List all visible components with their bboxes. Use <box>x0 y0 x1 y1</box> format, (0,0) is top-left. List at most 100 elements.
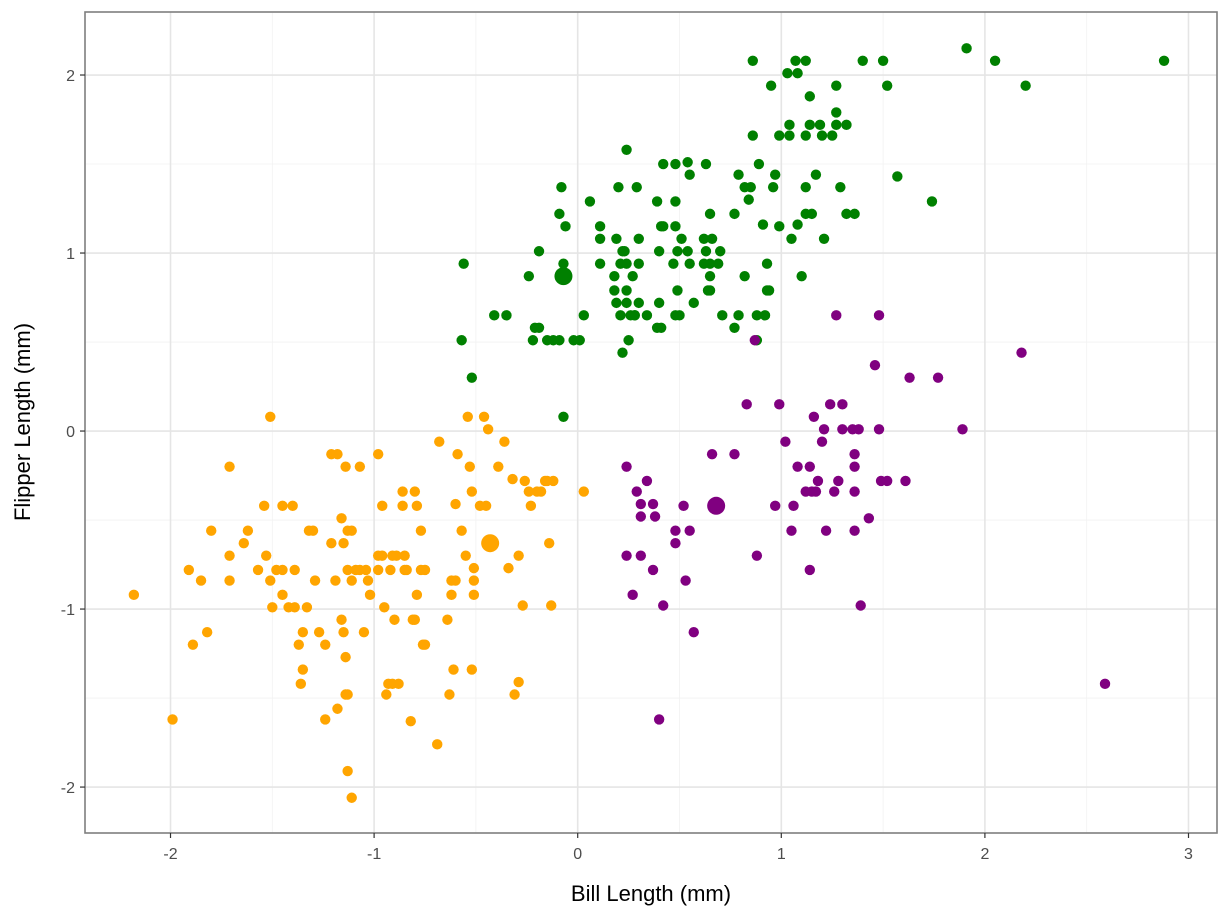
data-point-cluster-orange <box>468 562 480 574</box>
data-point-cluster-orange <box>385 564 396 576</box>
data-point-cluster-orange <box>358 627 370 638</box>
data-point-cluster-purple <box>680 575 691 586</box>
data-point-cluster-purple <box>1099 678 1111 690</box>
data-point-cluster-orange <box>326 537 337 549</box>
data-point-cluster-orange <box>336 614 347 625</box>
data-point-cluster-green <box>615 310 626 321</box>
data-point-cluster-purple <box>818 424 830 435</box>
data-point-cluster-green <box>651 196 663 207</box>
data-point-cluster-green <box>684 258 695 269</box>
data-point-cluster-orange <box>548 475 559 487</box>
data-point-cluster-purple <box>831 310 842 321</box>
data-point-cluster-orange <box>295 678 307 690</box>
data-point-cluster-green <box>672 246 683 257</box>
data-point-cluster-green <box>621 258 632 269</box>
data-point-cluster-purple <box>688 627 699 638</box>
data-point-cluster-purple <box>869 359 881 371</box>
data-point-cluster-green <box>621 144 632 155</box>
data-point-cluster-green <box>688 297 699 309</box>
data-point-cluster-green <box>558 411 569 423</box>
data-point-cluster-purple <box>684 525 695 536</box>
data-point-cluster-orange <box>261 550 272 561</box>
data-point-cluster-green <box>792 219 803 230</box>
data-point-cluster-green <box>700 246 712 257</box>
data-point-cluster-green <box>578 310 590 321</box>
data-point-cluster-green <box>523 270 535 282</box>
data-point-cluster-green <box>800 55 811 66</box>
data-point-cluster-purple <box>627 589 638 601</box>
data-point-cluster-green <box>682 157 693 168</box>
data-point-cluster-orange <box>482 424 494 435</box>
data-point-cluster-green <box>489 310 500 321</box>
data-point-cluster-purple <box>863 513 875 524</box>
data-point-cluster-green <box>796 270 807 282</box>
data-point-cluster-purple <box>804 564 816 576</box>
data-point-cluster-green <box>729 322 740 333</box>
data-point-cluster-green <box>458 258 469 269</box>
data-point-cluster-orange <box>313 627 325 638</box>
data-point-cluster-orange <box>460 550 471 561</box>
data-point-cluster-orange <box>289 564 300 576</box>
data-point-cluster-orange <box>535 486 547 497</box>
data-point-cluster-orange <box>297 627 309 638</box>
data-point-cluster-orange <box>320 639 331 650</box>
data-point-cluster-green <box>533 246 545 257</box>
data-point-cluster-orange <box>450 498 461 510</box>
data-point-cluster-green <box>761 258 773 269</box>
data-point-cluster-orange <box>128 589 140 601</box>
data-point-cluster-green <box>611 233 622 244</box>
data-point-cluster-green <box>629 310 640 321</box>
data-point-cluster-orange <box>509 689 520 700</box>
data-point-cluster-green <box>466 372 478 383</box>
data-point-cluster-green <box>627 270 638 282</box>
data-point-cluster-green <box>633 297 644 309</box>
data-point-cluster-purple <box>631 486 642 497</box>
data-point-cluster-orange <box>503 562 514 574</box>
data-point-cluster-green <box>818 233 830 244</box>
data-point-cluster-orange <box>446 589 457 601</box>
data-point-cluster-purple <box>957 424 968 435</box>
data-point-cluster-green <box>682 246 693 257</box>
data-point-cluster-purple <box>741 399 752 410</box>
data-point-cluster-green <box>700 158 712 170</box>
data-point-cluster-orange <box>493 461 504 472</box>
data-point-cluster-purple <box>808 411 820 423</box>
data-point-cluster-green <box>747 130 758 141</box>
data-point-cluster-purple <box>792 461 803 472</box>
data-point-cluster-orange <box>415 564 427 576</box>
data-point-cluster-orange <box>206 525 217 536</box>
centroid-orange <box>481 534 500 553</box>
data-point-cluster-orange <box>478 411 490 423</box>
y-tick-label: 0 <box>66 424 75 441</box>
data-point-cluster-orange <box>336 513 347 524</box>
data-point-cluster-orange <box>389 614 400 625</box>
data-point-cluster-orange <box>238 537 250 549</box>
data-point-cluster-green <box>745 181 756 193</box>
data-point-cluster-green <box>651 322 663 333</box>
data-point-cluster-orange <box>468 589 480 601</box>
data-point-cluster-orange <box>397 486 408 497</box>
data-point-cluster-green <box>804 119 816 131</box>
data-point-cluster-orange <box>277 564 288 576</box>
data-point-cluster-orange <box>289 602 300 613</box>
data-point-cluster-purple <box>849 486 860 497</box>
data-point-cluster-purple <box>653 714 665 725</box>
data-point-cluster-orange <box>513 550 524 561</box>
data-point-cluster-orange <box>297 664 309 675</box>
y-tick-label: 2 <box>66 68 75 85</box>
data-point-cluster-orange <box>464 461 475 472</box>
data-point-cluster-orange <box>267 602 278 613</box>
data-point-cluster-green <box>841 119 852 131</box>
data-point-cluster-green <box>733 310 744 321</box>
data-point-cluster-orange <box>377 500 388 512</box>
data-point-cluster-green <box>619 246 630 257</box>
data-point-cluster-green <box>1158 55 1170 66</box>
data-point-cluster-purple <box>810 486 822 497</box>
data-point-cluster-orange <box>578 486 590 497</box>
data-point-cluster-purple <box>635 550 647 561</box>
data-point-cluster-orange <box>332 703 343 714</box>
data-point-cluster-orange <box>201 627 213 638</box>
data-point-cluster-orange <box>301 602 313 613</box>
data-point-cluster-green <box>926 196 938 207</box>
data-point-cluster-purple <box>749 335 761 346</box>
